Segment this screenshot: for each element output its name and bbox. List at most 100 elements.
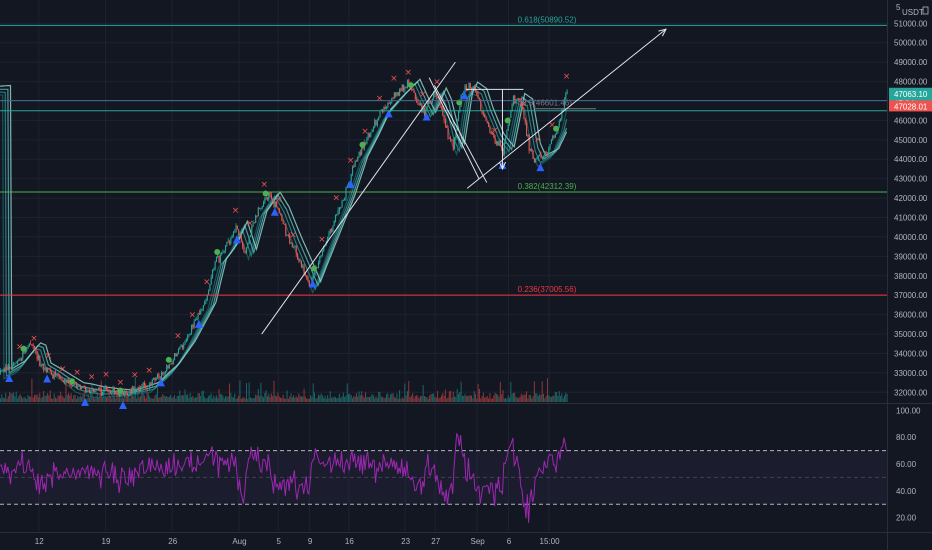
volume-bar xyxy=(286,390,288,402)
candle-body xyxy=(98,387,100,389)
time-tick-label: Aug xyxy=(232,537,246,546)
volume-bar xyxy=(566,393,568,402)
candle-body xyxy=(53,371,55,379)
volume-bar xyxy=(404,383,406,402)
volume-bar xyxy=(56,398,58,402)
volume-bar xyxy=(461,395,463,402)
currency-label[interactable]: USDT xyxy=(902,8,924,17)
fibonacci-levels[interactable]: 0.618(50890.52) 0.5(46601.46) 0.382(42312.… xyxy=(0,15,887,296)
candle-body xyxy=(273,201,275,207)
candle-body xyxy=(160,372,163,379)
candle-body xyxy=(514,95,516,104)
signal-markers: × × × × × × × × × × × × × × × × × × × × × × × × × × × × × × × × xyxy=(5,68,570,410)
volume-bar xyxy=(88,397,90,402)
candle-body xyxy=(132,386,134,394)
volume-bar xyxy=(412,393,414,402)
candle-body xyxy=(119,392,121,397)
time-axis[interactable]: 12 19 26 Aug 5 9 16 23 27 Sep 6 15:00 xyxy=(35,537,560,546)
candle-body xyxy=(283,224,286,225)
volume-bar xyxy=(328,398,330,402)
volume-bar xyxy=(499,381,501,402)
candle-body xyxy=(19,359,21,361)
volume-bar xyxy=(17,398,19,402)
currency-unit-icon[interactable] xyxy=(922,6,929,15)
volume-bar xyxy=(45,395,47,402)
candle-body xyxy=(518,98,520,100)
price-tick-label: 48000.00 xyxy=(894,78,928,87)
volume-bar xyxy=(560,396,562,402)
candle-body xyxy=(116,391,118,395)
volume-bar xyxy=(1,394,3,402)
candle-body xyxy=(533,158,535,163)
sell-cross-icon: × xyxy=(333,194,341,204)
volume-bar xyxy=(124,398,126,402)
candle-body xyxy=(456,119,458,130)
volume-bar xyxy=(2,397,4,402)
volume-bar xyxy=(429,395,431,402)
volume-bar xyxy=(303,388,305,402)
candle-body xyxy=(6,367,8,371)
trendline-drawing[interactable] xyxy=(261,61,456,335)
candle-body xyxy=(155,378,157,381)
candle-body xyxy=(558,120,560,127)
volume-bar xyxy=(497,394,499,402)
volume-bar xyxy=(14,396,16,402)
candle-body xyxy=(238,229,240,235)
candle-body xyxy=(264,198,266,203)
volume-bar xyxy=(293,395,295,402)
volume-bar xyxy=(52,398,54,402)
candle-body xyxy=(232,232,235,235)
volume-bar xyxy=(255,394,257,402)
volume-bar xyxy=(565,392,567,402)
candle-body xyxy=(354,161,356,167)
candle-body xyxy=(280,213,282,215)
volume-bar xyxy=(260,382,262,402)
volume-bar xyxy=(306,398,308,402)
candle-body xyxy=(51,371,53,375)
candle-body xyxy=(337,210,339,215)
candle-body xyxy=(164,371,166,374)
candle-body xyxy=(556,132,558,135)
volume-bar xyxy=(225,396,227,402)
candle-body xyxy=(512,95,515,104)
rsi-pane[interactable]: 20.00 40.00 60.00 80.00 100.00 xyxy=(0,406,921,523)
volume-bar xyxy=(488,398,490,402)
candle-body xyxy=(392,98,394,100)
volume-bar xyxy=(27,394,29,402)
buy-triangle-icon xyxy=(308,279,317,288)
candle-body xyxy=(117,392,119,395)
fib-label: 0.618(50890.52) xyxy=(518,15,577,24)
volume-bar xyxy=(7,396,9,402)
candle-body xyxy=(192,324,194,328)
volume-bar xyxy=(310,395,312,402)
volume-bar xyxy=(217,398,219,402)
candle-body xyxy=(344,199,346,201)
candle-body xyxy=(64,380,66,383)
candle-body xyxy=(350,174,352,182)
candle-body xyxy=(243,247,245,252)
volume-bar xyxy=(331,397,333,402)
volume-bar xyxy=(317,394,319,402)
volume-bar xyxy=(459,391,461,402)
candle-body xyxy=(107,389,109,391)
candle-body xyxy=(227,241,229,243)
price-axis[interactable]: 32000.00 33000.00 34000.00 35000.00 36000.00… xyxy=(889,19,932,397)
candle-body xyxy=(443,115,445,121)
candle-body xyxy=(222,250,224,253)
candle-body xyxy=(272,199,274,202)
volume-bar xyxy=(312,383,314,402)
candle-body xyxy=(209,284,211,292)
candle-body xyxy=(137,387,139,390)
rsi-band-fill xyxy=(0,450,887,505)
trendline-drawing[interactable] xyxy=(433,85,488,183)
candle-body xyxy=(319,257,321,262)
trendline-drawing[interactable] xyxy=(428,77,480,179)
ma-line xyxy=(0,82,568,395)
signal-dot-icon xyxy=(504,117,511,124)
trend-drawings[interactable] xyxy=(261,29,666,335)
candle-body xyxy=(214,261,216,270)
arrow-drawing[interactable] xyxy=(466,29,666,189)
volume-bar xyxy=(276,396,278,402)
candle-body xyxy=(358,151,360,158)
